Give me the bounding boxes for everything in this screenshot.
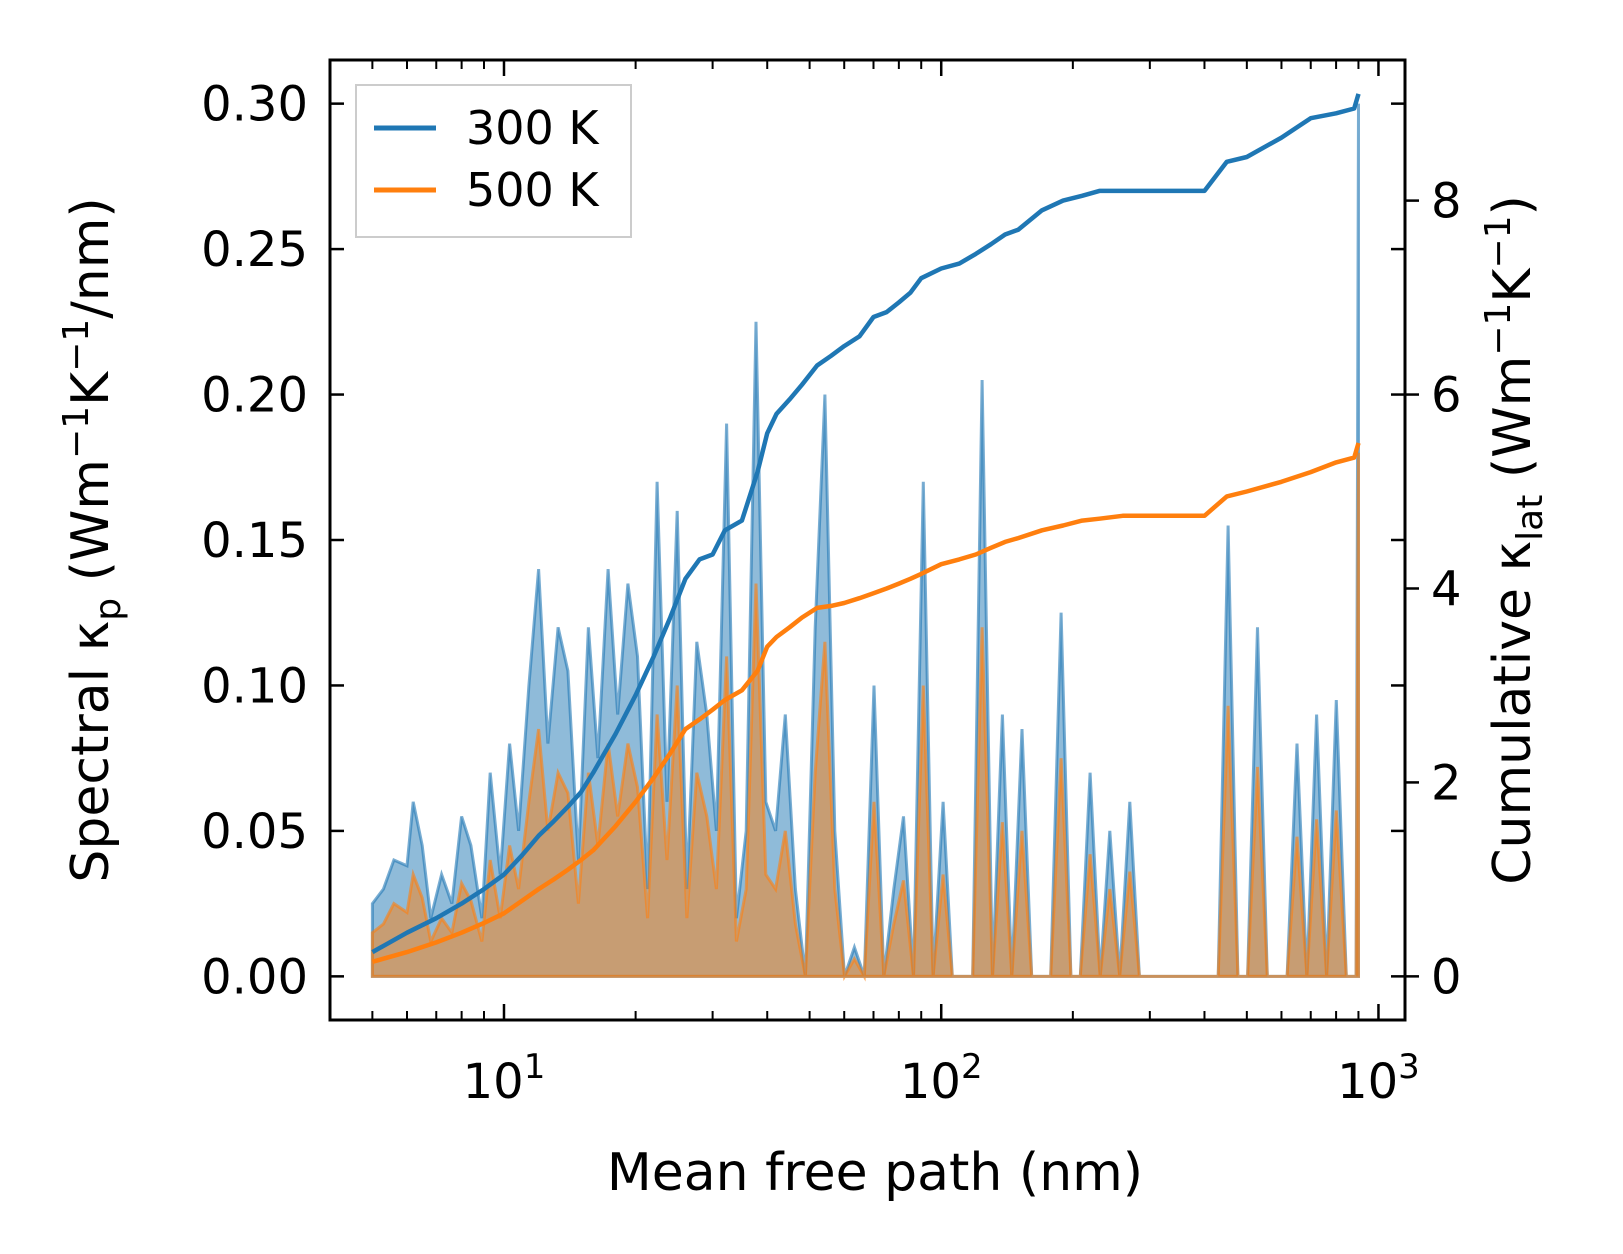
y-left-sub: p [88,598,129,621]
legend-frame [355,84,632,238]
y-axis-title-left: Spectral κp (Wm−1K−1/nm) [56,197,129,882]
x-tick-label: 103 [1337,1047,1420,1110]
x-tick-label-base: 10 [900,1054,961,1110]
y-right-tick-label: 0 [1431,949,1462,1005]
spectral-area-500K [370,452,1360,982]
legend-label-500K: 500 K [466,163,600,217]
y-right-tick-label: 8 [1431,174,1462,230]
x-tick-label: 101 [463,1047,546,1110]
y-right-sup1: −1 [1478,303,1519,356]
x-tick-label-base: 10 [1337,1054,1398,1110]
y-left-tick-label: 0.25 [201,222,308,278]
y-left-prefix: Spectral κ [61,621,121,883]
y-right-sub: lat [1510,495,1551,541]
x-tick-label-exponent: 3 [1398,1047,1420,1087]
y-right-mid2: K [1483,267,1543,303]
x-tick-label-base: 10 [463,1054,524,1110]
y-left-tick-label: 0.00 [201,949,308,1005]
y-right-suffix: ) [1483,195,1543,215]
y-left-mid2: K [61,370,121,406]
x-tick-label-exponent: 2 [961,1047,983,1087]
cumulative-line-300K [371,93,1361,955]
y-left-tick-label: 0.05 [201,804,308,860]
y-left-tick-label: 0.10 [201,658,308,714]
legend-label-300K: 300 K [466,101,600,155]
x-axis-title: Mean free path (nm) [607,1143,1143,1203]
y-axis-title-right: Cumulative κlat (Wm−1K−1) [1478,195,1551,885]
y-left-sup1: −1 [56,406,97,459]
x-tick-label: 102 [900,1047,983,1110]
y-left-sup2: −1 [56,319,97,372]
y-left-mid1: (Wm [61,459,121,598]
y-left-tick-label: 0.15 [201,513,308,569]
y-right-tick-label: 4 [1431,561,1462,617]
y-right-tick-label: 2 [1431,755,1462,811]
cumulative-line-500K [371,442,1361,964]
legend: 300 K 500 K [355,84,632,238]
x-tick-label-exponent: 1 [524,1047,546,1087]
y-left-suffix: /nm) [61,197,121,318]
y-right-mid1: (Wm [1483,356,1543,495]
y-right-prefix: Cumulative κ [1483,541,1543,885]
y-right-tick-label: 6 [1431,368,1462,424]
y-left-tick-label: 0.20 [201,368,308,424]
y-left-tick-label: 0.30 [201,77,308,133]
y-right-sup2: −1 [1478,215,1519,268]
